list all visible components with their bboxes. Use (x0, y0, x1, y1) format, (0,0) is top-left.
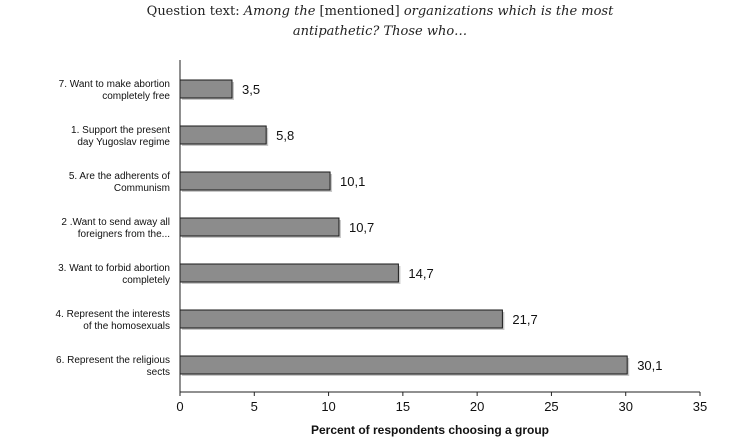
category-label-line: Communism (114, 183, 170, 194)
value-label: 21,7 (512, 312, 537, 327)
category-label-line: sects (147, 367, 170, 378)
title-italic-a: Among the (243, 4, 320, 19)
x-axis-title: Percent of respondents choosing a group (311, 423, 549, 437)
x-tick-label: 30 (618, 399, 632, 414)
x-tick-label: 35 (693, 399, 707, 414)
category-label-line: of the homosexuals (83, 321, 170, 332)
category-label-line: 2 .Want to send away all (61, 217, 170, 228)
title-bracket: [mentioned] (319, 4, 400, 19)
x-tick-label: 15 (396, 399, 410, 414)
title-line-2: antipathetic? Those who… (60, 22, 700, 42)
category-labels: 7. Want to make abortion completely free 1… (55, 79, 170, 378)
category-label-line: 4. Represent the interests (55, 309, 170, 320)
x-tick-label: 25 (544, 399, 558, 414)
bar (179, 355, 628, 375)
value-label: 14,7 (408, 266, 433, 281)
title-italic-b: organizations which is the most (399, 4, 614, 19)
category-label-line: foreigners from the... (78, 229, 170, 240)
category-label: 7. Want to make abortion completely free (59, 79, 171, 102)
value-label: 10,7 (349, 220, 374, 235)
category-label-line: 6. Represent the religious (56, 355, 170, 366)
category-label: 1. Support the present day Yugoslav regim… (71, 125, 170, 148)
category-label-line: 7. Want to make abortion (59, 79, 170, 90)
x-tick-label: 0 (176, 399, 183, 414)
category-label: 6. Represent the religious sects (56, 355, 170, 378)
bars-group (179, 79, 630, 376)
category-label-line: 1. Support the present (71, 125, 170, 136)
title-prefix: Question text: (146, 4, 244, 19)
bar (179, 309, 503, 329)
category-label-line: day Yugoslav regime (77, 137, 170, 148)
title-italic-line2: antipathetic? Those who… (292, 24, 468, 39)
category-label-line: completely free (102, 91, 170, 102)
value-label: 30,1 (637, 358, 662, 373)
title-line-1: Question text: Among the [mentioned] org… (60, 2, 700, 22)
value-labels: 3,5 5,8 10,1 10,7 14,7 21,7 30,1 (242, 82, 663, 373)
bar (179, 125, 267, 145)
bar (179, 79, 233, 99)
value-label: 10,1 (340, 174, 365, 189)
category-label-line: completely (122, 275, 170, 286)
x-axis: 0 5 10 15 20 25 30 35 (176, 60, 707, 414)
x-tick-label: 5 (251, 399, 258, 414)
value-label: 5,8 (276, 128, 294, 143)
category-label: 4. Represent the interests of the homosex… (55, 309, 170, 332)
value-label: 3,5 (242, 82, 260, 97)
bar (179, 263, 399, 283)
category-label: 5. Are the adherents of Communism (69, 171, 170, 194)
category-label: 3. Want to forbid abortion completely (58, 263, 170, 286)
category-label: 2 .Want to send away all foreigners from … (61, 217, 170, 240)
x-tick-label: 20 (470, 399, 484, 414)
bar (179, 217, 340, 237)
x-tick-label: 10 (321, 399, 335, 414)
chart-title: Question text: Among the [mentioned] org… (60, 2, 700, 42)
category-label-line: 3. Want to forbid abortion (58, 263, 170, 274)
bar (179, 171, 331, 191)
category-label-line: 5. Are the adherents of (69, 171, 170, 182)
